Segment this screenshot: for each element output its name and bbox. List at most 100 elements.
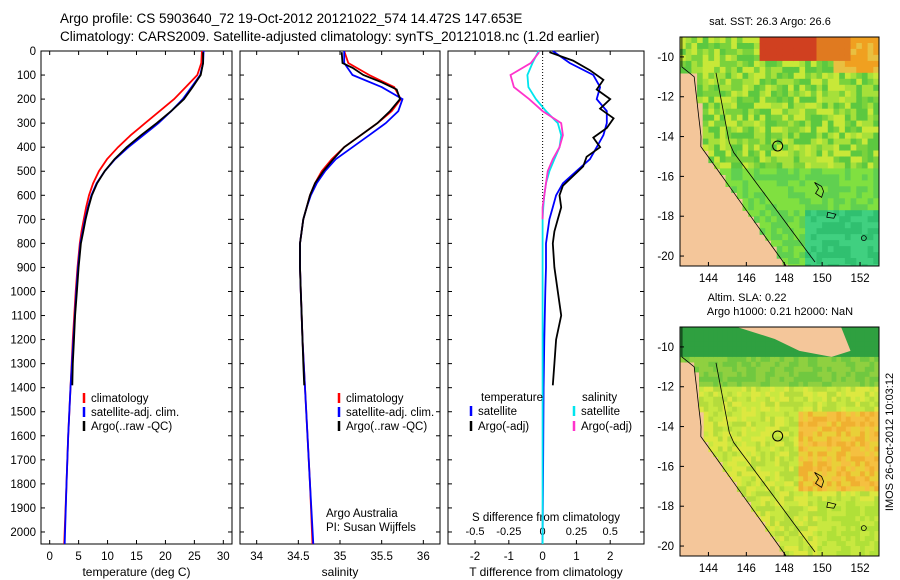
map-cell [822,481,828,487]
map-cell [793,120,800,128]
map-cell [784,501,790,507]
map-cell [714,84,721,92]
map-cell [765,416,771,423]
map-cell [776,90,783,98]
map-cell [753,108,761,116]
map-cell [774,441,781,448]
map-cell [784,351,790,358]
map-cell [774,511,781,517]
legend-label: satellite-adj. clim. [346,407,434,419]
map-cell [759,144,766,152]
map-cell [869,421,875,428]
map-cell [748,198,755,205]
series-line-satellite-adj-clim- [63,50,205,545]
map-cell [760,366,766,373]
map-cell [855,476,861,482]
map-cell [742,174,749,181]
map-cell [793,441,799,448]
map-cell [793,496,799,502]
map-cell [732,421,738,428]
map-cell [736,376,743,383]
map-cell [873,78,879,86]
map-cell [727,361,733,368]
map-cell [856,60,863,68]
map-cell [844,96,852,104]
map-cell [845,351,852,358]
map-cell [722,451,728,458]
map-cell [771,126,778,134]
map-cell [867,252,874,259]
map-cell [759,192,766,199]
map-cell [822,102,829,110]
map-cell [702,48,709,56]
map-cell [782,60,789,68]
map-cell [789,486,795,492]
map-cell [751,451,757,458]
map-cell [873,168,879,175]
map-cell [708,337,714,343]
map-cell [873,210,879,217]
map-cell [742,150,749,158]
map-cell [765,346,771,353]
map-cell [844,168,852,175]
map-cell [779,446,785,453]
map-cell [708,96,715,104]
map-cell [741,366,747,373]
map-cell [826,396,833,403]
map-cell [869,476,875,482]
map-cell [717,451,724,458]
map-cell [844,90,852,98]
map-cell [741,411,747,418]
map-cell [776,96,783,104]
map-cell [869,486,875,492]
map-cell [839,114,846,122]
map-cell [793,536,799,542]
map-cell [708,351,714,358]
map-cell [822,96,829,104]
map-cell [789,476,795,482]
map-cell [869,361,875,368]
map-cell [855,356,861,363]
map-cell [751,356,757,363]
map-cell [684,327,690,333]
map-cell [732,411,738,418]
map-cell [817,491,823,497]
map-cell [793,506,799,512]
map-cell [759,210,766,217]
map-title: sat. SST: 26.3 Argo: 26.6 [709,16,831,28]
map-cell [850,421,856,428]
map-cell [741,436,747,443]
map-cell [725,37,732,44]
map-cell [755,456,762,462]
map-cell [817,386,823,393]
map-cell [774,456,781,462]
map-cell [812,451,818,458]
map-cell [719,78,727,86]
map-cell [833,198,840,205]
map-cell [717,332,724,338]
map-cell [770,456,776,462]
map-cell [805,264,812,266]
map-cell [788,114,795,122]
map-cell [844,180,852,187]
map-cell [708,43,715,50]
depth-tick-label: 500 [17,166,36,178]
map-cell [727,356,733,363]
legend-label: satellite-adj. clim. [91,407,179,419]
map-cell [722,327,728,333]
map-cell [755,391,762,398]
map-cell [684,332,690,338]
map-cell [845,356,852,363]
map-cell [765,356,771,363]
map-cell [776,150,783,158]
map-cell [845,361,852,368]
map-cell [699,341,705,348]
map-cell [755,471,762,477]
map-cell [727,426,733,433]
map-cell [748,162,755,170]
map-cell [839,108,846,116]
map-cell [793,531,799,537]
map-cell [719,60,727,68]
map-cell [826,416,833,423]
map-cell [793,246,800,253]
